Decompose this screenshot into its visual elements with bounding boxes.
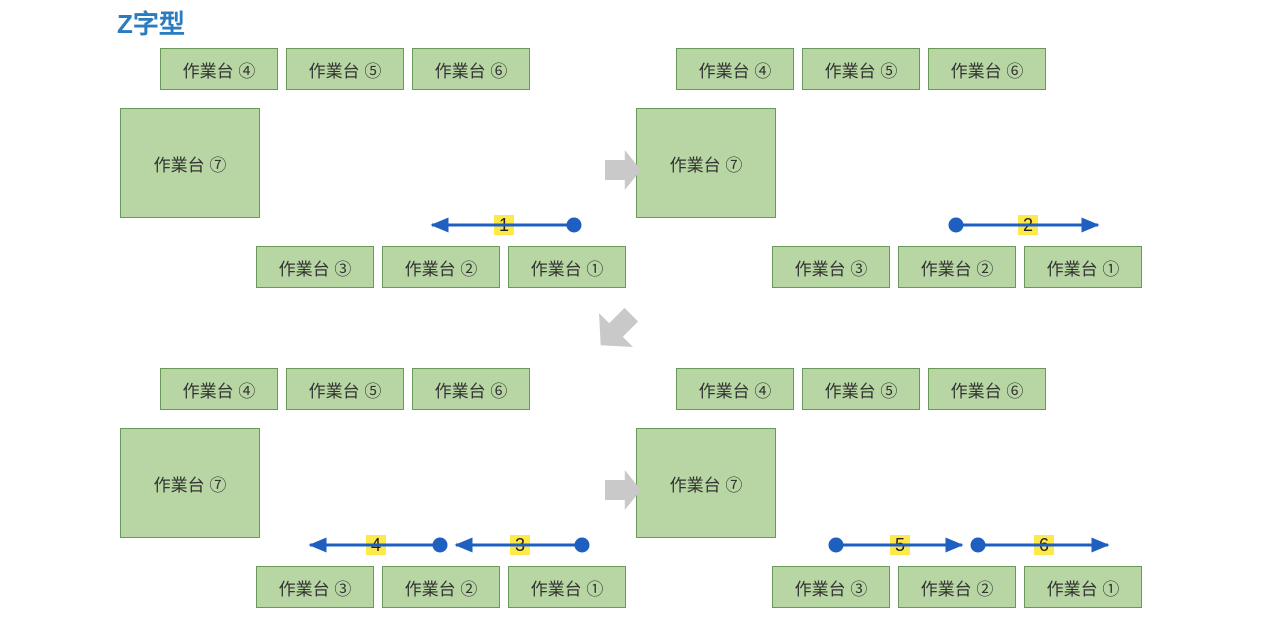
workstation-box: 作業台 ① [508, 566, 626, 608]
step-badge: 5 [890, 535, 910, 555]
workstation-box: 作業台 ⑥ [928, 48, 1046, 90]
workstation-box: 作業台 ⑥ [928, 368, 1046, 410]
workstation-box: 作業台 ② [382, 566, 500, 608]
workstation-box: 作業台 ② [898, 246, 1016, 288]
workstation-box: 作業台 ⑤ [802, 48, 920, 90]
workstation-box: 作業台 ① [1024, 566, 1142, 608]
page-title: Z字型 [117, 4, 185, 41]
step-badge: 3 [510, 535, 530, 555]
workstation-box: 作業台 ⑥ [412, 368, 530, 410]
workstation-box: 作業台 ⑤ [802, 368, 920, 410]
workstation-box: 作業台 ④ [160, 368, 278, 410]
workstation-box: 作業台 ② [898, 566, 1016, 608]
workstation-box: 作業台 ④ [676, 48, 794, 90]
step-badge: 6 [1034, 535, 1054, 555]
workstation-box: 作業台 ⑦ [120, 428, 260, 538]
workstation-box: 作業台 ① [1024, 246, 1142, 288]
workstation-box: 作業台 ④ [160, 48, 278, 90]
transition-arrow-down-left-icon [599, 308, 638, 347]
workstation-box: 作業台 ⑥ [412, 48, 530, 90]
step-badge: 1 [494, 215, 514, 235]
workstation-box: 作業台 ⑤ [286, 368, 404, 410]
workstation-box: 作業台 ③ [772, 246, 890, 288]
workstation-box: 作業台 ③ [256, 246, 374, 288]
workstation-box: 作業台 ⑦ [636, 428, 776, 538]
step-badge: 4 [366, 535, 386, 555]
workstation-box: 作業台 ⑦ [120, 108, 260, 218]
workstation-box: 作業台 ③ [772, 566, 890, 608]
workstation-box: 作業台 ⑤ [286, 48, 404, 90]
workstation-box: 作業台 ③ [256, 566, 374, 608]
workstation-box: 作業台 ① [508, 246, 626, 288]
workstation-box: 作業台 ④ [676, 368, 794, 410]
workstation-box: 作業台 ② [382, 246, 500, 288]
step-badge: 2 [1018, 215, 1038, 235]
workstation-box: 作業台 ⑦ [636, 108, 776, 218]
